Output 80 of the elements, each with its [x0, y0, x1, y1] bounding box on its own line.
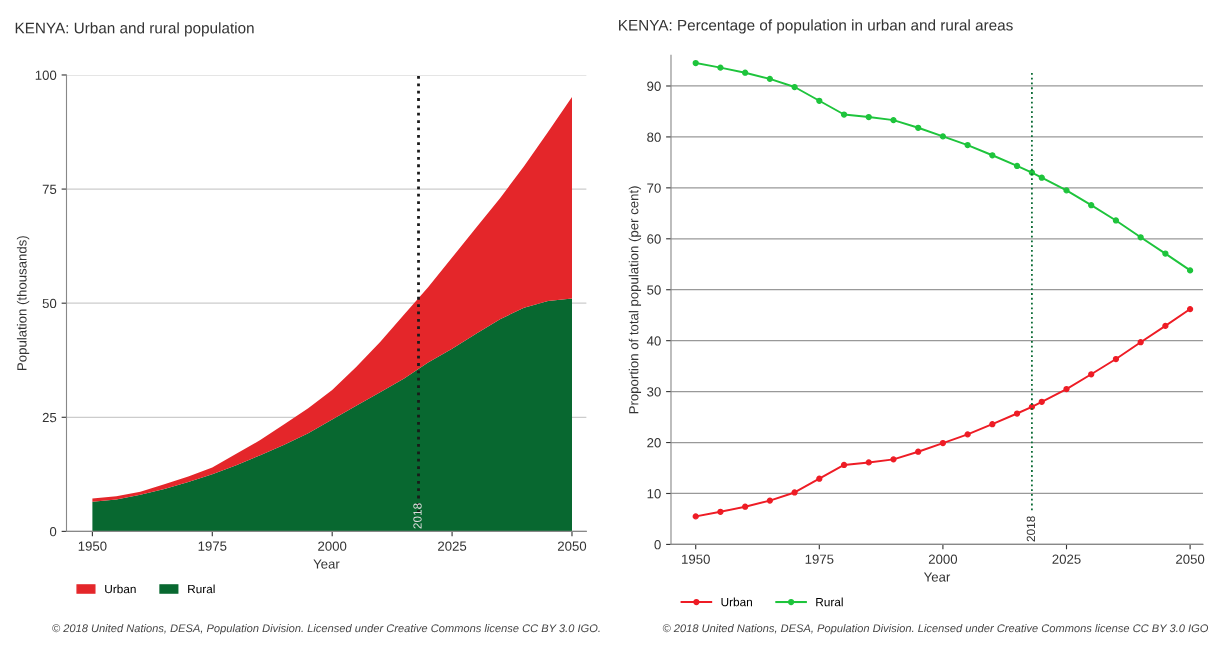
x-tick-label: 2000 [928, 554, 958, 564]
point [1038, 398, 1045, 405]
point [964, 141, 971, 149]
y-tick-label: 60 [647, 234, 661, 244]
point [1186, 305, 1194, 313]
legend-label: Urban [721, 597, 752, 607]
x-tick-label: 2025 [438, 541, 467, 551]
point [1063, 385, 1070, 393]
y-tick-label: 0 [654, 539, 661, 550]
point [692, 59, 699, 67]
y-tick-label: 40 [646, 336, 661, 346]
x-tick-label: 1975 [198, 541, 227, 551]
y-tick-label: 90 [647, 81, 661, 91]
legend-label: Rural [816, 597, 843, 607]
x-tick-label: 1975 [805, 554, 834, 564]
x-tick-label: 2000 [318, 541, 347, 551]
ref-line-label: 2018 [413, 503, 422, 529]
chart-title: KENYA: Urban and rural population [15, 22, 254, 37]
x-tick-label: 1950 [682, 554, 710, 564]
legend-label: Rural [188, 584, 215, 594]
point [865, 459, 872, 466]
point [915, 448, 922, 455]
y-tick-label: 20 [647, 438, 661, 448]
point [915, 124, 922, 131]
x-tick-label: 2025 [1052, 554, 1081, 564]
point [1063, 187, 1070, 194]
point [865, 113, 872, 121]
point [766, 497, 773, 504]
x-tick-label: 2050 [557, 541, 587, 551]
x-axis-title: Year [923, 572, 951, 582]
x-tick-label: 1950 [78, 541, 107, 551]
y-tick-label: 70 [647, 183, 661, 193]
point [964, 431, 971, 438]
point [1088, 371, 1095, 378]
y-tick-label: 100 [35, 70, 57, 80]
y-axis-title: Proportion of total population (per cent) [628, 186, 642, 414]
chart-title: KENYA: Percentage of population in urban and rural areas [619, 19, 1013, 34]
y-tick-label: 10 [647, 489, 661, 499]
point [766, 75, 773, 82]
point [1162, 250, 1169, 257]
point [717, 64, 724, 71]
y-tick-label: 30 [647, 387, 661, 397]
point [791, 489, 798, 496]
point [840, 461, 848, 469]
point [989, 421, 996, 428]
point [939, 439, 947, 447]
point [1112, 355, 1120, 363]
y-tick-label: 80 [647, 132, 661, 142]
point [717, 508, 724, 515]
y-tick-label: 0 [49, 526, 57, 537]
point [816, 97, 823, 104]
point [742, 503, 749, 510]
y-axis-title: Population (thousands) [16, 236, 30, 370]
point [816, 475, 823, 482]
y-tick-label: 50 [647, 285, 661, 295]
legend-label: Urban [105, 584, 136, 594]
point [989, 152, 996, 159]
ref-line-label: 2018 [1026, 516, 1036, 542]
point [791, 83, 798, 91]
point [1186, 267, 1194, 274]
point [1013, 162, 1021, 170]
point [840, 111, 848, 118]
point [939, 133, 947, 140]
point [890, 116, 897, 124]
y-tick-label: 25 [42, 412, 57, 423]
y-tick-label: 75 [42, 184, 57, 194]
x-tick-label: 2050 [1176, 554, 1205, 564]
point [692, 513, 699, 520]
point [1162, 322, 1169, 330]
x-axis-title: Year [313, 559, 340, 569]
point [1137, 339, 1144, 346]
text: © 2018 United Nations, DESA, Population Division. Licensed under Creative Commons license CC BY 3.0 IGO. [52, 624, 600, 635]
point [1013, 410, 1021, 417]
point [890, 456, 897, 463]
point [742, 69, 749, 76]
point [1038, 174, 1045, 181]
point [1112, 217, 1120, 224]
y-tick-label: 50 [42, 298, 57, 309]
point [1137, 234, 1144, 241]
point [1088, 202, 1095, 209]
